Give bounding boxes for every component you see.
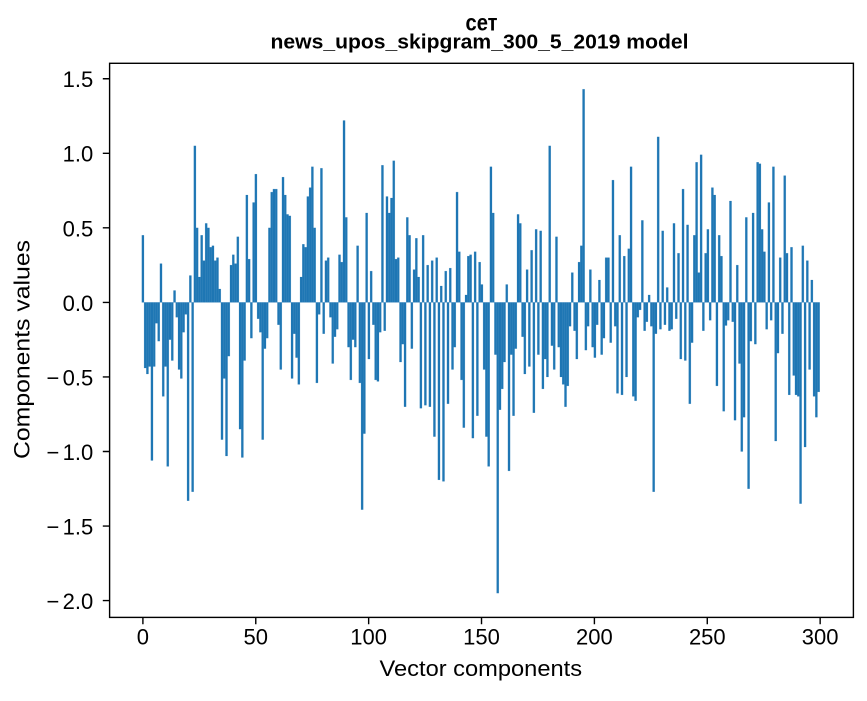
svg-text:200: 200 (576, 624, 613, 649)
svg-text:0.5: 0.5 (63, 216, 94, 241)
svg-text:−0.5: −0.5 (47, 365, 94, 390)
svg-text:−1.0: −1.0 (47, 440, 94, 465)
svg-text:250: 250 (689, 624, 726, 649)
svg-text:−2.0: −2.0 (47, 589, 94, 614)
svg-text:Components values: Components values (10, 240, 35, 459)
svg-text:50: 50 (244, 624, 268, 649)
svg-text:−1.5: −1.5 (47, 515, 94, 540)
svg-text:1.0: 1.0 (63, 142, 94, 167)
svg-text:Vector components: Vector components (380, 656, 583, 681)
svg-text:news_upos_skipgram_300_5_2019: news_upos_skipgram_300_5_2019 model (271, 32, 689, 54)
svg-text:150: 150 (463, 624, 500, 649)
svg-text:1.5: 1.5 (63, 67, 94, 92)
svg-text:0: 0 (137, 624, 149, 649)
svg-text:сет: сет (466, 10, 498, 36)
svg-text:100: 100 (350, 624, 387, 649)
svg-text:0.0: 0.0 (63, 291, 94, 316)
svg-text:300: 300 (802, 624, 839, 649)
